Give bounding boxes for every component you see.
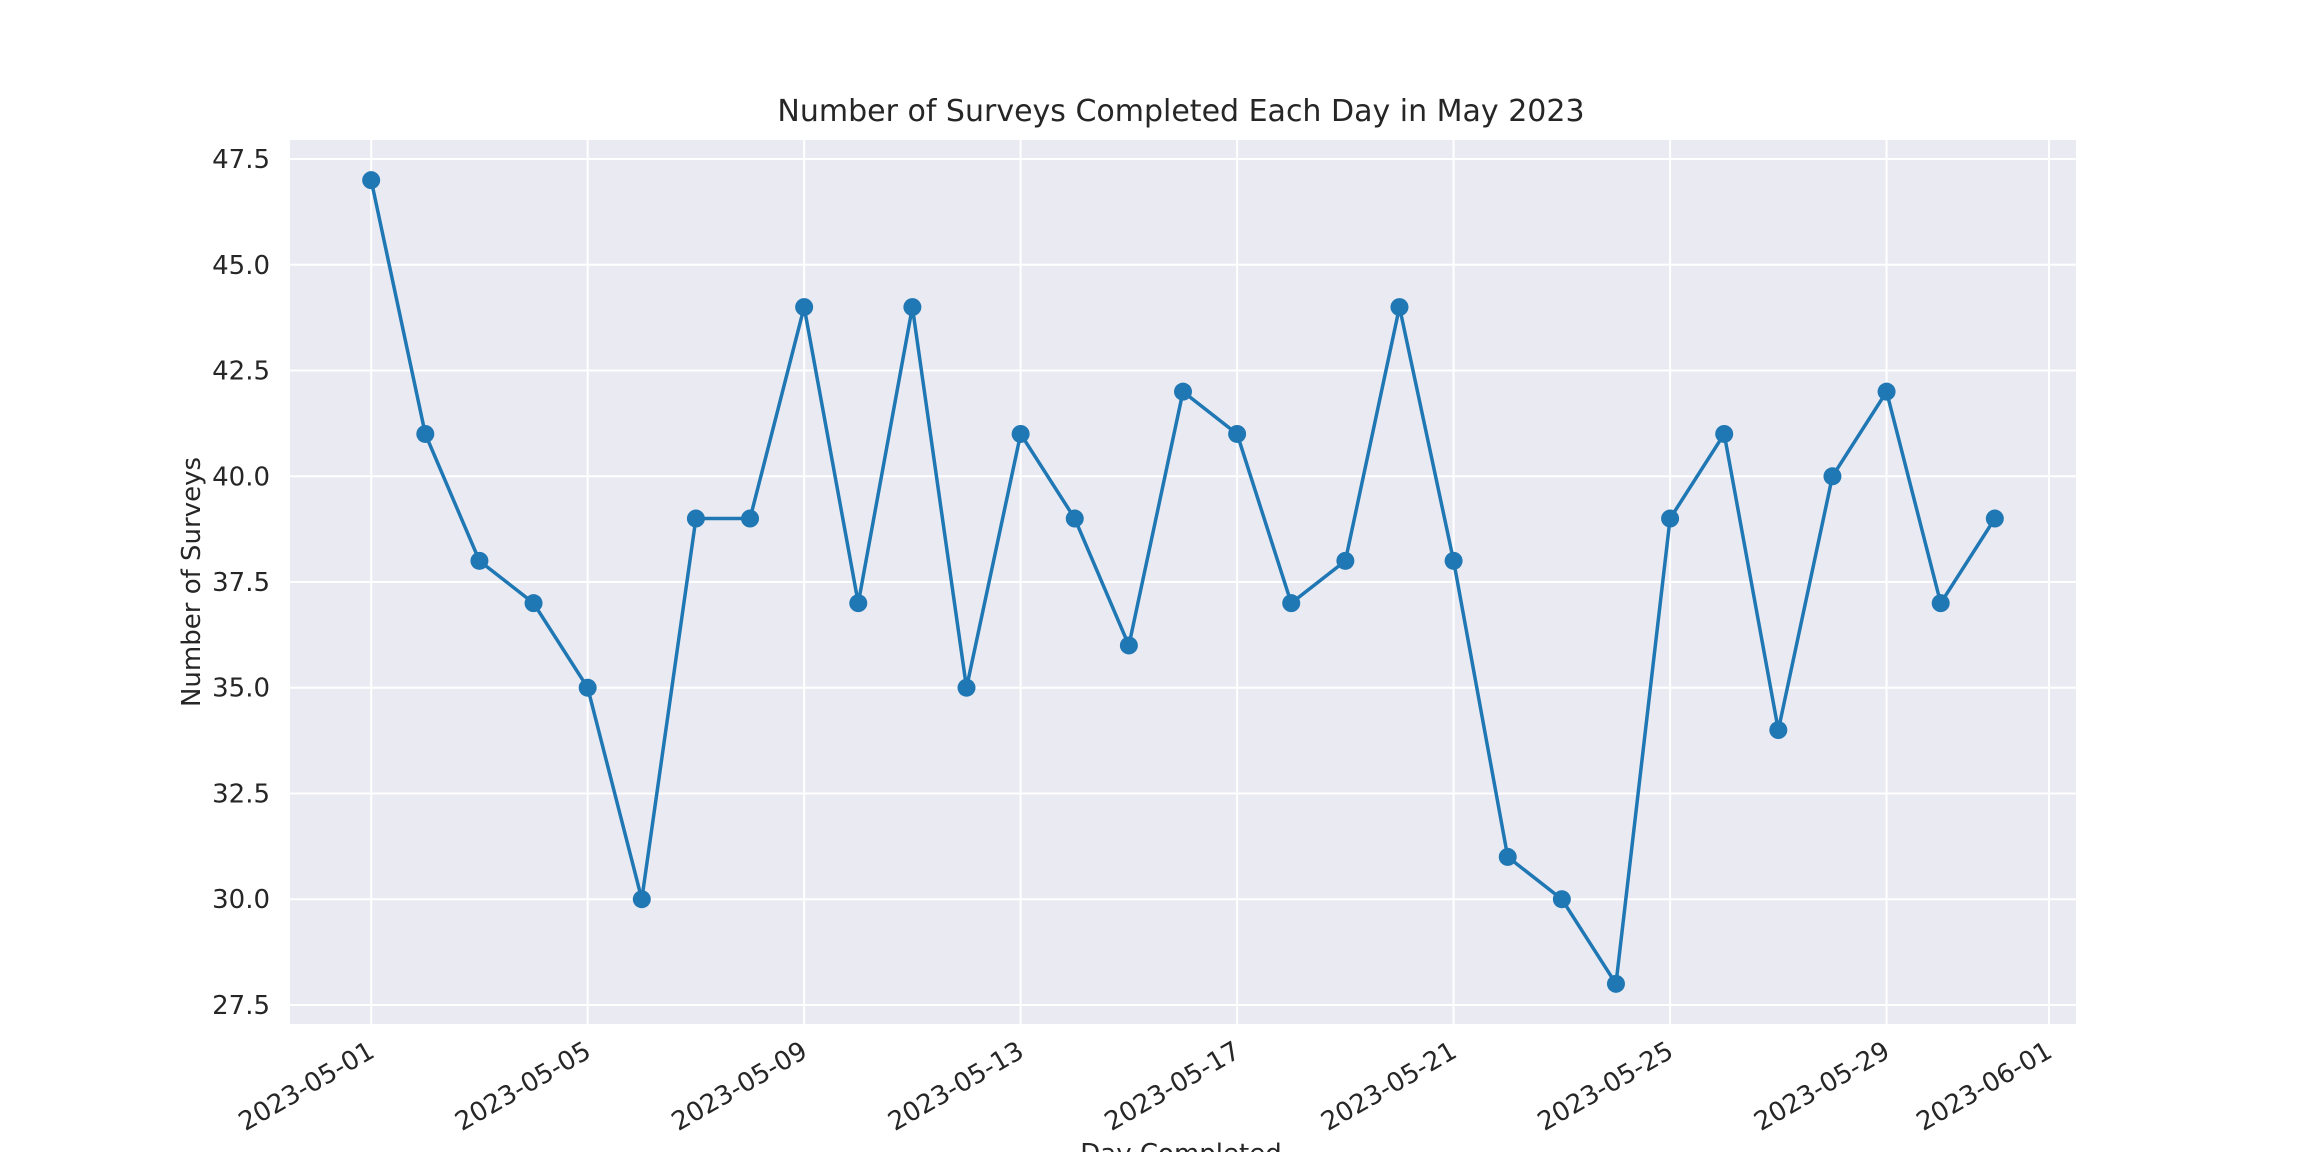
data-point: [1661, 509, 1680, 528]
x-tick-label: 2023-06-01: [1912, 1036, 2058, 1138]
y-tick-label: 37.5: [212, 568, 270, 598]
x-tick-label: 2023-05-25: [1533, 1036, 1679, 1138]
data-point: [632, 890, 651, 909]
data-point: [1336, 551, 1355, 570]
x-tick-label: 2023-05-21: [1316, 1036, 1462, 1138]
data-point: [903, 298, 922, 317]
data-point: [578, 678, 597, 697]
y-tick-labels: 27.5 30.0 32.5 35.0 37.5 40.0 42.5 45.0 47.5: [212, 145, 270, 1021]
x-tick-label: 2023-05-17: [1100, 1036, 1246, 1138]
y-tick-label: 42.5: [212, 357, 270, 387]
y-tick-label: 32.5: [212, 779, 270, 809]
data-point: [1228, 424, 1247, 443]
y-axis-label: Number of Surveys: [177, 457, 207, 707]
data-point: [1065, 509, 1084, 528]
data-point: [1444, 551, 1463, 570]
data-point: [686, 509, 705, 528]
data-point: [1985, 509, 2004, 528]
data-point: [1823, 467, 1842, 486]
y-tick-label: 45.0: [212, 251, 270, 281]
y-tick-label: 27.5: [212, 991, 270, 1021]
data-point: [1715, 424, 1734, 443]
y-tick-label: 30.0: [212, 885, 270, 915]
y-tick-label: 35.0: [212, 674, 270, 704]
x-tick-label: 2023-05-29: [1749, 1036, 1895, 1138]
data-point: [1174, 382, 1192, 401]
data-point: [957, 678, 976, 697]
y-tick-label: 47.5: [212, 145, 270, 175]
data-point: [416, 424, 435, 443]
data-point: [1011, 424, 1030, 443]
x-tick-label: 2023-05-01: [234, 1036, 380, 1138]
x-tick-labels: 2023-05-01 2023-05-05 2023-05-09 2023-05-13…: [234, 1036, 2058, 1138]
data-point: [362, 171, 381, 190]
data-point: [1877, 382, 1896, 401]
data-point: [1498, 847, 1517, 866]
x-tick-label: 2023-05-09: [667, 1036, 813, 1138]
data-point: [1606, 974, 1625, 993]
data-point: [849, 594, 868, 613]
data-point: [1552, 890, 1571, 909]
y-tick-label: 40.0: [212, 462, 270, 492]
data-point: [1769, 721, 1788, 740]
data-point: [470, 551, 489, 570]
data-point: [524, 594, 543, 613]
data-point: [795, 298, 814, 317]
data-point: [1282, 594, 1301, 613]
x-tick-label: 2023-05-05: [450, 1036, 596, 1138]
data-point: [1390, 298, 1409, 317]
data-point: [741, 509, 760, 528]
grid-lines: [290, 140, 2076, 1024]
chart-title: Number of Surveys Completed Each Day in …: [777, 94, 1584, 129]
data-point: [1931, 594, 1950, 613]
x-axis-label: Day Completed: [1080, 1139, 1281, 1152]
x-tick-label: 2023-05-13: [883, 1036, 1029, 1138]
series-layer: [362, 171, 2004, 993]
data-point: [1119, 636, 1138, 655]
